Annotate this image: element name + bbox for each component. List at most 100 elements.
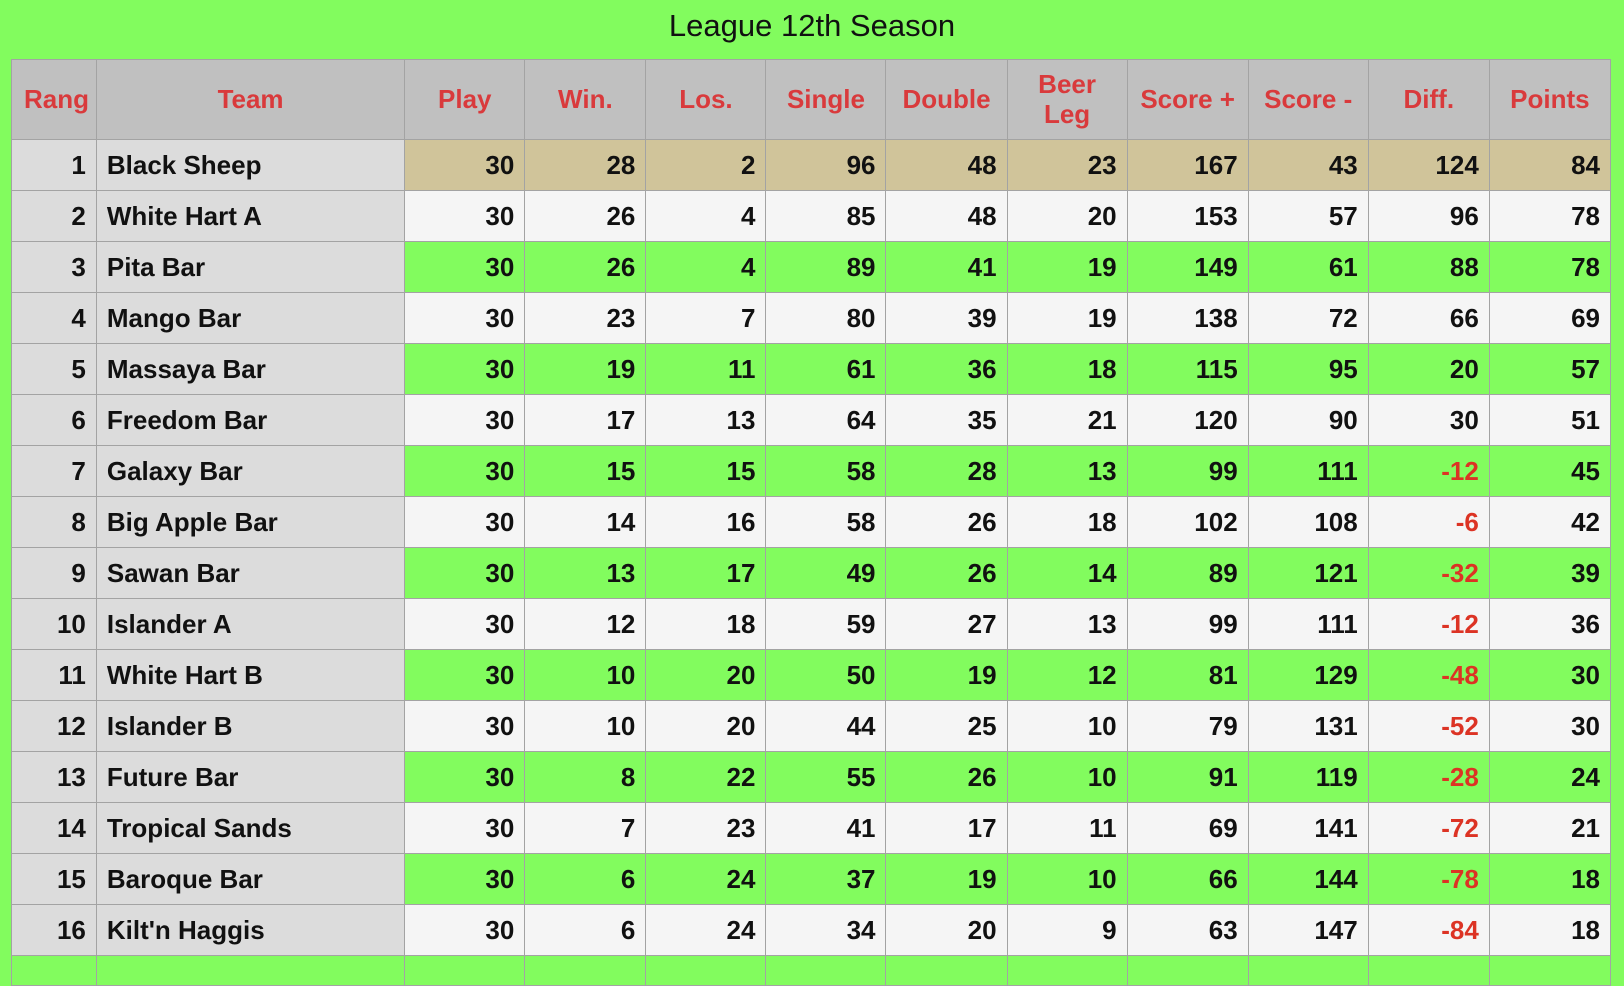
cell-score-plus: 167 <box>1126 139 1249 191</box>
cell-score-plus: 81 <box>1126 649 1249 701</box>
cell-single: 85 <box>765 190 887 242</box>
column-header-score-plus[interactable]: Score + <box>1126 59 1249 140</box>
column-header-score-minus[interactable]: Score - <box>1247 59 1369 140</box>
cell-points: 78 <box>1488 241 1612 293</box>
cell-rank: 7 <box>11 445 97 497</box>
cell-score-plus: 115 <box>1126 343 1249 395</box>
cell-team-name: Baroque Bar <box>95 853 406 905</box>
cell-beer-leg: 21 <box>1006 394 1128 446</box>
cell-play: 30 <box>404 649 526 701</box>
table-row[interactable]: 5 Massaya Bar 30 19 11 61 36 18 115 95 20 57 <box>11 343 1612 395</box>
cell-diff: 20 <box>1367 343 1490 395</box>
cell-score-plus: 153 <box>1126 190 1249 242</box>
cell-rank: 4 <box>11 292 97 344</box>
column-header-los[interactable]: Los. <box>645 59 767 140</box>
cell-empty <box>524 955 647 986</box>
column-header-win[interactable]: Win. <box>524 59 647 140</box>
cell-rank: 15 <box>11 853 97 905</box>
table-row[interactable]: 16 Kilt'n Haggis 30 6 24 34 20 9 63 147 -84 18 <box>11 904 1612 956</box>
column-header-points[interactable]: Points <box>1488 59 1612 140</box>
cell-team-name: Tropical Sands <box>95 802 406 854</box>
column-header-play[interactable]: Play <box>404 59 526 140</box>
cell-win: 12 <box>524 598 647 650</box>
cell-play: 30 <box>404 139 526 191</box>
cell-single: 50 <box>765 649 887 701</box>
cell-rank: 10 <box>11 598 97 650</box>
cell-diff: 124 <box>1367 139 1490 191</box>
cell-rank: 12 <box>11 700 97 752</box>
table-row[interactable]: 9 Sawan Bar 30 13 17 49 26 14 89 121 -32 39 <box>11 547 1612 599</box>
cell-beer-leg: 18 <box>1006 496 1128 548</box>
cell-rank: 13 <box>11 751 97 803</box>
cell-win: 26 <box>524 241 647 293</box>
cell-diff: -12 <box>1367 445 1490 497</box>
column-header-double[interactable]: Double <box>885 59 1008 140</box>
table-row[interactable]: 11 White Hart B 30 10 20 50 19 12 81 129 -48 30 <box>11 649 1612 701</box>
cell-score-minus: 95 <box>1247 343 1369 395</box>
table-row[interactable]: 6 Freedom Bar 30 17 13 64 35 21 120 90 30 51 <box>11 394 1612 446</box>
cell-play: 30 <box>404 496 526 548</box>
cell-diff: -32 <box>1367 547 1490 599</box>
cell-los: 17 <box>645 547 767 599</box>
cell-win: 17 <box>524 394 647 446</box>
cell-win: 10 <box>524 649 647 701</box>
cell-score-minus: 57 <box>1247 190 1369 242</box>
cell-score-minus: 119 <box>1247 751 1369 803</box>
cell-double: 20 <box>885 904 1008 956</box>
cell-single: 37 <box>765 853 887 905</box>
cell-win: 26 <box>524 190 647 242</box>
cell-empty <box>645 955 767 986</box>
cell-score-minus: 72 <box>1247 292 1369 344</box>
table-row[interactable]: 2 White Hart A 30 26 4 85 48 20 153 57 96 78 <box>11 190 1612 242</box>
cell-play: 30 <box>404 598 526 650</box>
cell-points: 24 <box>1488 751 1612 803</box>
column-header-team[interactable]: Team <box>95 59 406 140</box>
column-header-rang[interactable]: Rang <box>11 59 97 140</box>
cell-win: 19 <box>524 343 647 395</box>
cell-win: 6 <box>524 904 647 956</box>
cell-team-name: Freedom Bar <box>95 394 406 446</box>
cell-diff: -84 <box>1367 904 1490 956</box>
cell-team-name: Pita Bar <box>95 241 406 293</box>
cell-score-plus: 102 <box>1126 496 1249 548</box>
table-row[interactable]: 10 Islander A 30 12 18 59 27 13 99 111 -12 36 <box>11 598 1612 650</box>
cell-play: 30 <box>404 751 526 803</box>
table-row[interactable]: 13 Future Bar 30 8 22 55 26 10 91 119 -28 24 <box>11 751 1612 803</box>
table-row[interactable]: 7 Galaxy Bar 30 15 15 58 28 13 99 111 -12 45 <box>11 445 1612 497</box>
table-row[interactable]: 1 Black Sheep 30 28 2 96 48 23 167 43 124 84 <box>11 139 1612 191</box>
cell-diff: 66 <box>1367 292 1490 344</box>
cell-score-minus: 61 <box>1247 241 1369 293</box>
cell-play: 30 <box>404 547 526 599</box>
table-row[interactable]: 14 Tropical Sands 30 7 23 41 17 11 69 141 -72 21 <box>11 802 1612 854</box>
cell-double: 28 <box>885 445 1008 497</box>
cell-win: 10 <box>524 700 647 752</box>
table-row[interactable]: 8 Big Apple Bar 30 14 16 58 26 18 102 108 -6 42 <box>11 496 1612 548</box>
cell-score-plus: 138 <box>1126 292 1249 344</box>
cell-beer-leg: 14 <box>1006 547 1128 599</box>
cell-rank: 11 <box>11 649 97 701</box>
cell-los: 16 <box>645 496 767 548</box>
cell-points: 18 <box>1488 853 1612 905</box>
league-table: Rang Team Play Win. Los. Single Double B… <box>11 59 1612 986</box>
table-row[interactable]: 3 Pita Bar 30 26 4 89 41 19 149 61 88 78 <box>11 241 1612 293</box>
cell-score-plus: 66 <box>1126 853 1249 905</box>
table-row[interactable]: 15 Baroque Bar 30 6 24 37 19 10 66 144 -78 18 <box>11 853 1612 905</box>
cell-team-name: White Hart B <box>95 649 406 701</box>
cell-points: 78 <box>1488 190 1612 242</box>
table-row[interactable]: 12 Islander B 30 10 20 44 25 10 79 131 -52 30 <box>11 700 1612 752</box>
cell-los: 18 <box>645 598 767 650</box>
cell-points: 36 <box>1488 598 1612 650</box>
cell-diff: -78 <box>1367 853 1490 905</box>
cell-diff: -48 <box>1367 649 1490 701</box>
table-row[interactable]: 4 Mango Bar 30 23 7 80 39 19 138 72 66 69 <box>11 292 1612 344</box>
cell-points: 45 <box>1488 445 1612 497</box>
cell-los: 4 <box>645 190 767 242</box>
column-header-single[interactable]: Single <box>765 59 887 140</box>
cell-play: 30 <box>404 343 526 395</box>
cell-win: 6 <box>524 853 647 905</box>
cell-win: 7 <box>524 802 647 854</box>
cell-beer-leg: 11 <box>1006 802 1128 854</box>
column-header-diff[interactable]: Diff. <box>1367 59 1490 140</box>
column-header-beer-leg[interactable]: Beer Leg <box>1006 59 1128 140</box>
cell-score-minus: 111 <box>1247 445 1369 497</box>
